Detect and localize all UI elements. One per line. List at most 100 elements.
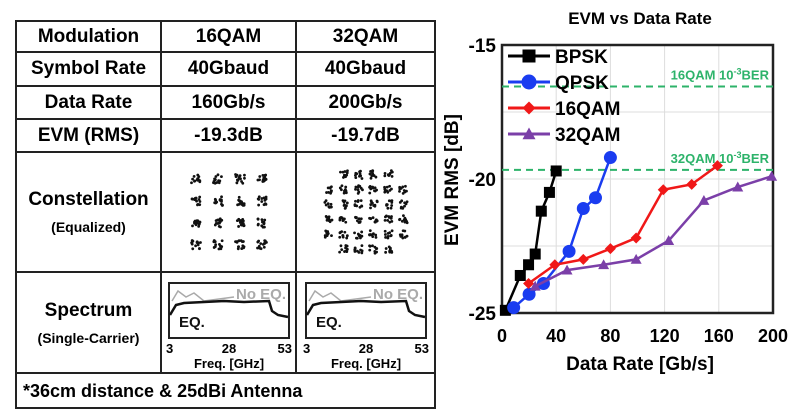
constellation-point — [345, 201, 349, 205]
constellation-point — [360, 177, 363, 180]
constellation-point — [260, 218, 263, 221]
constellation-point — [342, 174, 346, 178]
constellation-point — [197, 179, 201, 183]
constellation-point — [390, 174, 393, 178]
constellation-point — [389, 206, 392, 210]
constellation-point — [213, 223, 217, 227]
constellation-point — [216, 173, 219, 177]
constellation-point — [355, 249, 359, 253]
constellation-point — [357, 221, 360, 224]
constellation-point — [214, 200, 218, 204]
constellation-point — [197, 247, 201, 251]
constellation-title: Constellation — [28, 189, 149, 210]
constellation-point — [190, 239, 194, 242]
constellation-point — [242, 176, 246, 180]
ber-threshold-label: 16QAM 10-3BER — [671, 67, 770, 83]
constellation-point — [237, 175, 241, 179]
constellation-point — [194, 223, 197, 227]
triangle-marker — [529, 280, 541, 291]
constellation-point — [400, 185, 404, 189]
constellation-point — [367, 191, 371, 195]
constellation-point — [260, 220, 264, 224]
label-main: 32QAM 10 — [671, 151, 734, 166]
constellation-point — [338, 217, 341, 220]
constellation-point — [213, 175, 217, 178]
constellation-point — [360, 188, 364, 192]
constellation-point — [390, 170, 394, 174]
constellation-point — [383, 233, 387, 236]
constellation-32qam-plot — [322, 169, 409, 255]
triangle-marker — [663, 235, 675, 246]
x-tick-label: 120 — [650, 326, 680, 346]
constellation-point — [195, 241, 199, 245]
constellation-point — [356, 185, 359, 189]
constellation-point — [196, 243, 200, 247]
constellation-point — [237, 199, 241, 203]
constellation-point — [213, 197, 217, 201]
constellation-point — [324, 199, 327, 203]
diamond-marker — [711, 160, 723, 172]
constellation-point — [357, 170, 361, 174]
cell: 200Gb/s — [297, 87, 434, 120]
constellation-point — [368, 229, 372, 233]
constellation-point — [220, 239, 224, 243]
constellation-point — [257, 246, 261, 250]
diamond-marker — [657, 184, 669, 196]
constellation-point — [373, 245, 376, 249]
x-tick-label: 0 — [497, 326, 507, 346]
constellation-point — [327, 219, 330, 222]
constellation-point — [352, 231, 356, 235]
spectrum-plot: No EQ. EQ. 3 28 53 Freq. [GHz] — [303, 281, 429, 371]
constellation-point — [217, 179, 221, 183]
constellation-point — [382, 190, 386, 194]
constellation-point — [389, 249, 393, 253]
constellation-point — [370, 185, 374, 189]
constellation-point — [327, 215, 330, 219]
constellation-point — [359, 251, 363, 255]
constellation-point — [213, 240, 217, 244]
constellation-point — [190, 247, 194, 251]
constellation-point — [240, 240, 244, 244]
circle-marker — [507, 301, 521, 315]
constellation-point — [383, 188, 387, 192]
freq-tick: 3 — [303, 341, 310, 356]
spectrum-frame — [304, 281, 427, 339]
constellation-point — [236, 245, 240, 249]
constellation-point — [353, 176, 357, 180]
cell: 16QAM — [162, 22, 297, 53]
constellation-point — [354, 216, 357, 220]
constellation-point — [212, 181, 216, 185]
constellation-point — [339, 248, 343, 252]
diamond-marker — [522, 101, 536, 115]
constellation-point — [371, 232, 375, 235]
cell: -19.3dB — [162, 120, 297, 153]
constellation-point — [189, 241, 193, 245]
constellation-point — [262, 174, 266, 177]
square-marker — [535, 205, 547, 217]
constellation-point — [329, 189, 333, 193]
constellation-point — [358, 233, 361, 237]
constellation-point — [328, 191, 332, 195]
constellation-point — [399, 199, 403, 203]
constellation-point — [402, 229, 406, 233]
no-eq-label: No EQ. — [372, 286, 422, 303]
label-end: BER — [742, 68, 770, 83]
constellation-point — [403, 236, 407, 239]
circle-marker — [536, 277, 550, 291]
constellation-point — [368, 206, 372, 210]
constellation-point — [195, 173, 199, 177]
constellation-point — [340, 234, 344, 237]
constellation-point — [339, 188, 343, 192]
constellation-point — [404, 202, 407, 206]
constellation-16qam — [162, 153, 297, 273]
triangle-marker — [522, 127, 536, 140]
circle-marker — [521, 74, 537, 90]
constellation-point — [402, 189, 406, 192]
constellation-point — [369, 176, 372, 180]
constellation-point — [235, 240, 238, 243]
constellation-point — [345, 169, 349, 173]
diamond-marker — [523, 278, 535, 290]
label-sup: -3 — [734, 150, 742, 160]
constellation-point — [343, 220, 347, 224]
constellation-point — [387, 245, 391, 249]
